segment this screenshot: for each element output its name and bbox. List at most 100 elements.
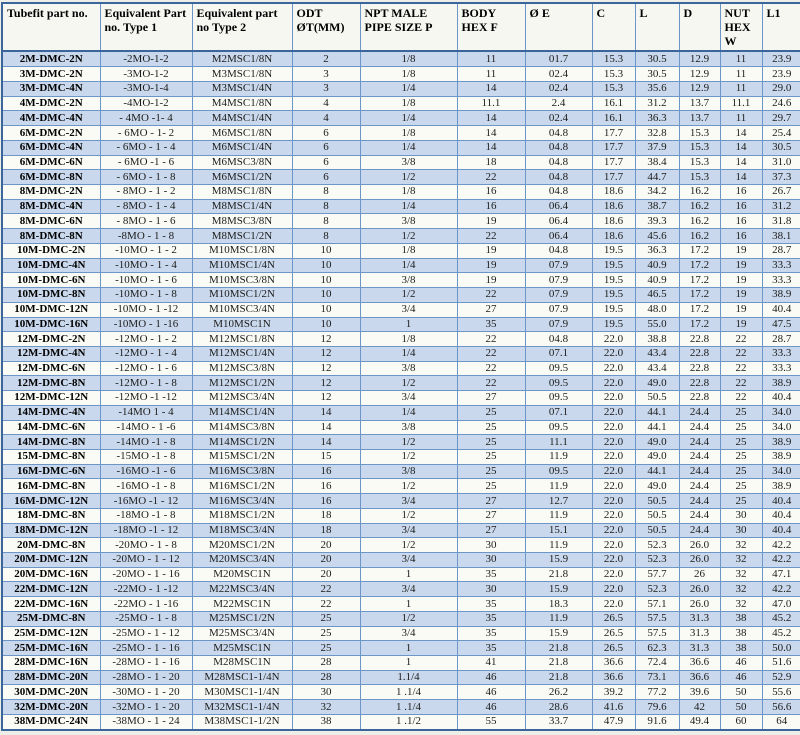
- cell-nut-hex-w: 22: [719, 331, 763, 347]
- cell-npt-size: 1.1/4: [359, 669, 458, 686]
- cell-d: 24.4: [678, 404, 721, 421]
- cell-nut-hex-w: 14: [719, 125, 763, 141]
- cell-body-hex-f: 35: [456, 625, 526, 642]
- cell-c: 22.0: [591, 478, 636, 495]
- cell-odt: 12: [291, 345, 361, 362]
- cell-l1: 38.9: [761, 478, 800, 495]
- cell-equiv-type2: M28MSC1N: [191, 655, 293, 671]
- cell-d: 24.4: [678, 522, 721, 539]
- cell-d: 16.2: [678, 228, 721, 244]
- cell-d: 49.4: [678, 713, 721, 731]
- cell-nut-hex-w: 19: [719, 257, 763, 274]
- cell-npt-size: 3/8: [359, 272, 458, 289]
- cell-l1: 42.2: [761, 581, 800, 598]
- cell-equiv-type1: -18MO -1 - 12: [99, 522, 193, 539]
- cell-part-no: 14M-DMC-8N: [1, 434, 101, 450]
- cell-part-no: 4M-DMC-4N: [1, 110, 101, 127]
- cell-nut-hex-w: 22: [719, 390, 763, 406]
- cell-npt-size: 3/8: [359, 213, 458, 230]
- table-row: 38M-DMC-24N -38MO - 1 - 24 M38MSC1-1/2N 38 1…: [1, 713, 800, 731]
- table-row: 10M-DMC-16N -10MO - 1 -16 M10MSC1N 10 1 35 07.…: [1, 316, 800, 333]
- cell-npt-size: 1: [359, 316, 458, 333]
- cell-equiv-type2: M12MSC3/8N: [191, 360, 293, 377]
- cell-body-hex-f: 25: [456, 404, 526, 421]
- cell-dia-e: 18.3: [524, 596, 593, 612]
- cell-odt: 12: [291, 331, 361, 347]
- cell-equiv-type1: -25MO - 1 - 12: [99, 625, 193, 642]
- cell-part-no: 3M-DMC-4N: [1, 81, 101, 97]
- cell-nut-hex-w: 22: [719, 375, 763, 392]
- table-row: 25M-DMC-16N -25MO - 1 - 16 M25MSC1N 25 1 35 21…: [1, 640, 800, 657]
- cell-c: 26.5: [591, 625, 636, 642]
- cell-npt-size: 1/2: [359, 478, 458, 495]
- table-row: 12M-DMC-4N -12MO - 1 - 4 M12MSC1/4N 12 1/4 22…: [1, 345, 800, 362]
- table-row: 8M-DMC-8N -8MO - 1 - 8 M8MSC1/2N 8 1/2 22 06.4…: [1, 228, 800, 244]
- cell-odt: 16: [291, 493, 361, 509]
- cell-body-hex-f: 18: [456, 154, 526, 171]
- cell-equiv-type2: M3MSC1/8N: [191, 66, 293, 83]
- cell-equiv-type1: - 6MO - 1- 2: [99, 125, 193, 141]
- cell-nut-hex-w: 38: [719, 610, 763, 627]
- cell-d: 13.7: [678, 95, 721, 112]
- cell-dia-e: 26.2: [524, 684, 593, 701]
- cell-l1: 40.4: [761, 493, 800, 509]
- cell-body-hex-f: 30: [456, 552, 526, 568]
- cell-body-hex-f: 35: [456, 596, 526, 612]
- cell-dia-e: 02.4: [524, 66, 593, 83]
- cell-c: 19.5: [591, 272, 636, 289]
- cell-body-hex-f: 46: [456, 684, 526, 701]
- cell-body-hex-f: 35: [456, 610, 526, 627]
- cell-c: 22.0: [591, 331, 636, 347]
- cell-nut-hex-w: 25: [719, 434, 763, 450]
- cell-d: 17.2: [678, 301, 721, 318]
- cell-d: 16.2: [678, 184, 721, 200]
- cell-l: 44.1: [634, 463, 680, 480]
- cell-equiv-type1: -14MO -1 - 8: [99, 434, 193, 450]
- cell-dia-e: 21.8: [524, 655, 593, 671]
- cell-equiv-type2: M14MSC1/2N: [191, 434, 293, 450]
- cell-l1: 40.4: [761, 301, 800, 318]
- cell-c: 22.0: [591, 537, 636, 554]
- cell-equiv-type1: -18MO -1 - 8: [99, 507, 193, 524]
- cell-npt-size: 1/8: [359, 50, 458, 68]
- cell-odt: 20: [291, 566, 361, 583]
- column-header-odt: ODT ØT(MM): [291, 2, 361, 53]
- cell-c: 22.0: [591, 360, 636, 377]
- cell-l: 57.5: [634, 625, 680, 642]
- cell-equiv-type1: -12MO -1 -12: [99, 390, 193, 406]
- cell-npt-size: 1/2: [359, 169, 458, 186]
- cell-d: 15.3: [678, 154, 721, 171]
- cell-odt: 22: [291, 596, 361, 612]
- cell-odt: 12: [291, 390, 361, 406]
- cell-dia-e: 06.4: [524, 213, 593, 230]
- cell-l: 48.0: [634, 301, 680, 318]
- table-row: 20M-DMC-16N -20MO - 1 - 16 M20MSC1N 20 1 35 21…: [1, 566, 800, 583]
- cell-part-no: 38M-DMC-24N: [1, 713, 101, 731]
- table-row: 15M-DMC-8N -15MO -1 - 8 M15MSC1/2N 15 1/2 25 1…: [1, 448, 800, 465]
- cell-c: 22.0: [591, 390, 636, 406]
- cell-l: 91.6: [634, 713, 680, 731]
- cell-odt: 4: [291, 95, 361, 112]
- cell-npt-size: 1/8: [359, 184, 458, 200]
- cell-equiv-type2: M38MSC1-1/2N: [191, 713, 293, 731]
- table-row: 10M-DMC-8N -10MO - 1 - 8 M10MSC1/2N 10 1/2 22…: [1, 287, 800, 303]
- cell-l1: 37.3: [761, 169, 800, 186]
- cell-l: 62.3: [634, 640, 680, 657]
- cell-nut-hex-w: 25: [719, 404, 763, 421]
- cell-odt: 20: [291, 537, 361, 554]
- cell-odt: 18: [291, 522, 361, 539]
- cell-equiv-type1: -10MO - 1 - 8: [99, 287, 193, 303]
- cell-l: 38.8: [634, 331, 680, 347]
- cell-body-hex-f: 14: [456, 139, 526, 156]
- cell-d: 15.3: [678, 169, 721, 186]
- cell-l: 45.6: [634, 228, 680, 244]
- cell-odt: 32: [291, 699, 361, 715]
- cell-npt-size: 1/8: [359, 242, 458, 259]
- cell-c: 22.0: [591, 581, 636, 598]
- cell-equiv-type2: M12MSC3/4N: [191, 390, 293, 406]
- cell-body-hex-f: 14: [456, 110, 526, 127]
- cell-equiv-type2: M6MSC1/4N: [191, 139, 293, 156]
- cell-part-no: 16M-DMC-8N: [1, 478, 101, 495]
- cell-npt-size: 1: [359, 596, 458, 612]
- cell-l: 50.5: [634, 507, 680, 524]
